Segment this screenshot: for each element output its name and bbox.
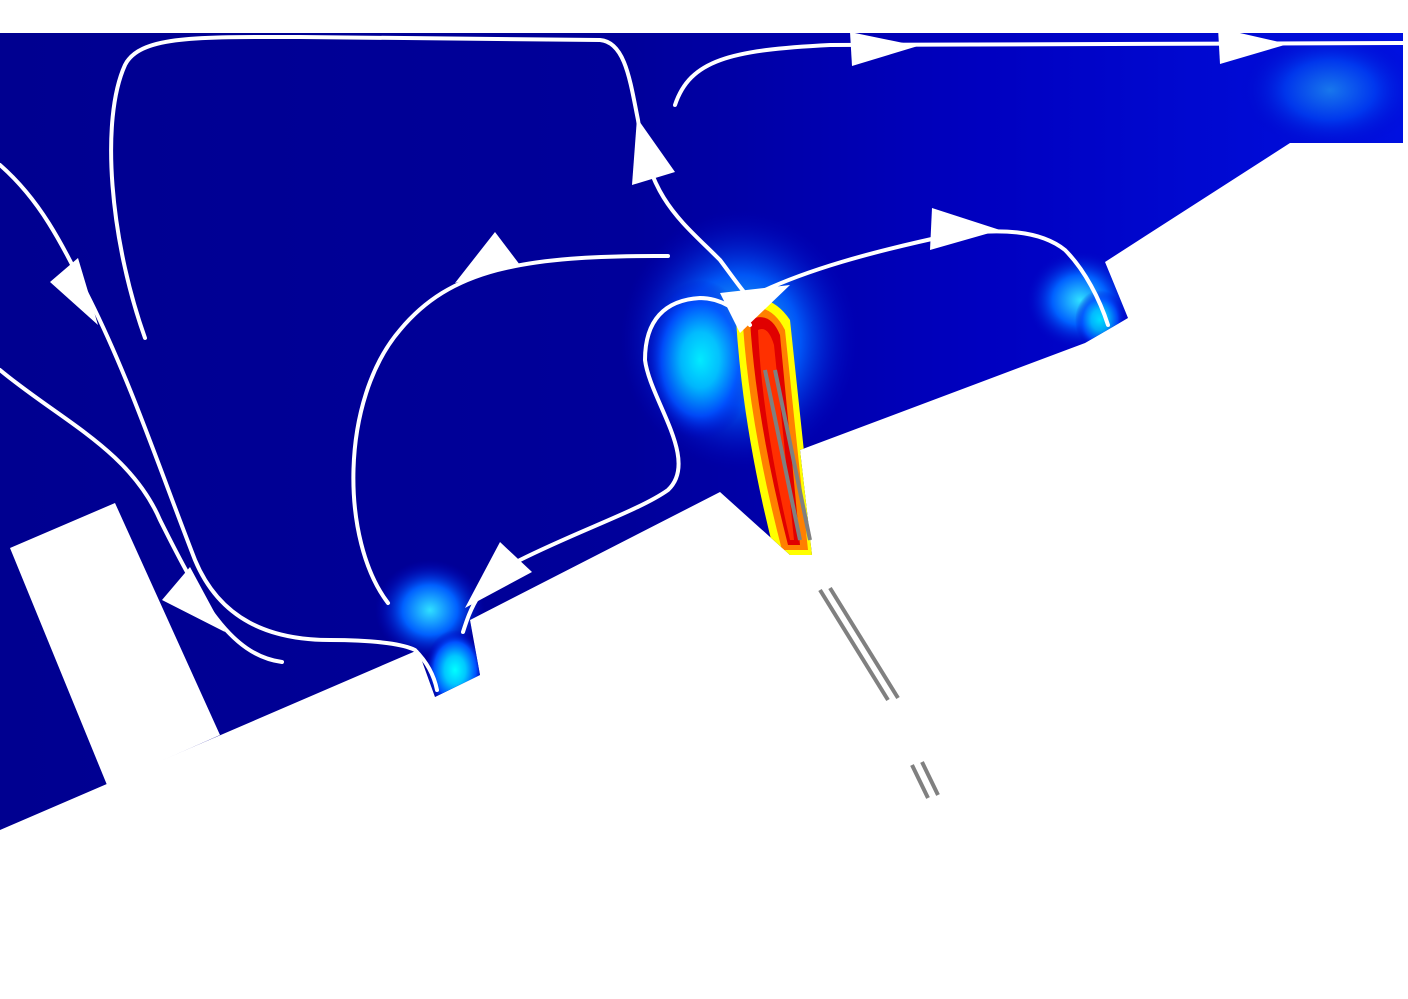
needle <box>763 369 940 799</box>
obstacle <box>10 503 220 785</box>
flow-arrows <box>50 28 1288 632</box>
